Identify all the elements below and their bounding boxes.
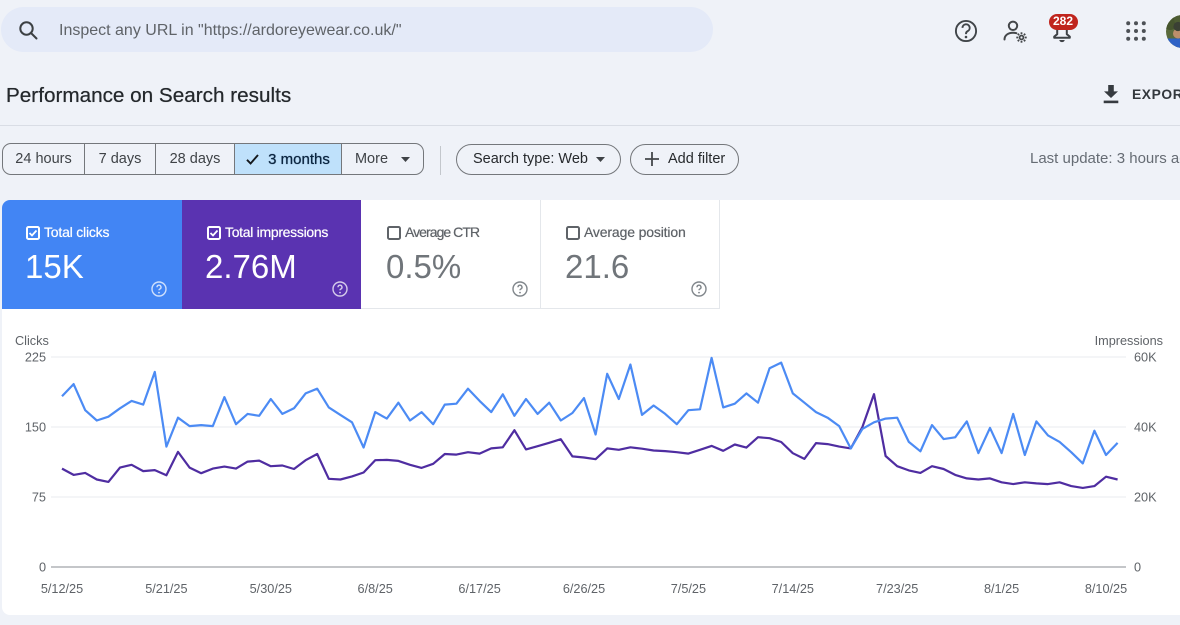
svg-text:Impressions: Impressions bbox=[1095, 334, 1163, 348]
svg-text:Clicks: Clicks bbox=[15, 334, 49, 348]
svg-text:8/10/25: 8/10/25 bbox=[1085, 582, 1127, 596]
svg-text:5/30/25: 5/30/25 bbox=[250, 582, 292, 596]
svg-text:40K: 40K bbox=[1134, 421, 1157, 435]
svg-text:7/5/25: 7/5/25 bbox=[671, 582, 706, 596]
svg-text:5/21/25: 5/21/25 bbox=[145, 582, 187, 596]
svg-text:150: 150 bbox=[25, 421, 46, 435]
svg-text:0: 0 bbox=[39, 561, 46, 575]
svg-text:60K: 60K bbox=[1134, 351, 1157, 365]
svg-text:5/12/25: 5/12/25 bbox=[41, 582, 83, 596]
svg-text:6/8/25: 6/8/25 bbox=[358, 582, 393, 596]
svg-text:0: 0 bbox=[1134, 561, 1141, 575]
svg-text:225: 225 bbox=[25, 351, 46, 365]
svg-text:8/1/25: 8/1/25 bbox=[984, 582, 1019, 596]
svg-text:7/23/25: 7/23/25 bbox=[876, 582, 918, 596]
svg-text:6/17/25: 6/17/25 bbox=[458, 582, 500, 596]
svg-text:20K: 20K bbox=[1134, 491, 1157, 505]
svg-text:6/26/25: 6/26/25 bbox=[563, 582, 605, 596]
svg-text:75: 75 bbox=[32, 491, 46, 505]
svg-text:7/14/25: 7/14/25 bbox=[772, 582, 814, 596]
